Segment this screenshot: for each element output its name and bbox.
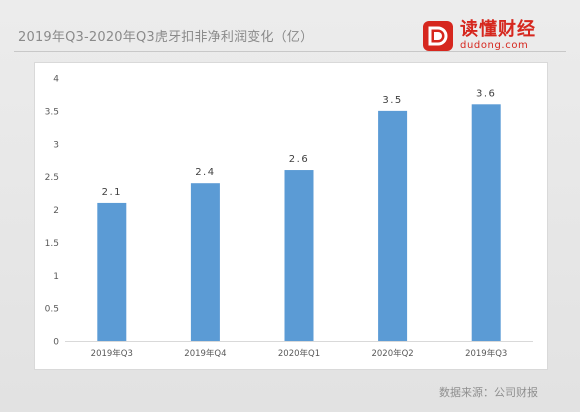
brand-logo-icon [423,21,453,51]
y-tick-label: 1 [53,272,59,282]
x-tick-label: 2020年Q1 [278,348,320,359]
x-tick-label: 2019年Q3 [465,348,507,359]
brand-url: dudong.com [460,40,529,51]
y-tick-label: 1.5 [45,239,59,249]
bar-value-label: 3.5 [382,95,402,106]
bar-value-label: 2.6 [289,154,309,165]
y-tick-label: 0.5 [45,305,59,315]
bar [190,183,220,341]
brand: 读懂财经 dudong.com [422,19,536,53]
y-tick-label: 0 [53,338,59,348]
data-source: 数据来源：公司财报 [439,386,538,399]
title-divider [14,51,566,52]
chart-area: 0 0.5 1 1.5 2 2.5 3 3.5 4 2.1 2019年Q3 2.4 2019年Q4 2.6… [34,62,548,370]
x-tick-label: 2019年Q4 [184,348,226,359]
y-tick-label: 2 [53,206,59,216]
y-tick-label: 2.5 [45,173,59,183]
brand-name: 读懂财经 [460,19,536,40]
bar-value-label: 3.6 [476,88,496,99]
bar [284,170,314,341]
bar [97,202,127,341]
bar [471,104,501,341]
y-tick-label: 3 [53,140,59,150]
chart-title: 2019年Q3-2020年Q3虎牙扣非净利润变化（亿） [18,30,314,45]
bar-value-label: 2.1 [102,187,122,198]
y-tick-label: 4 [53,75,59,85]
x-tick-label: 2020年Q2 [371,348,413,359]
x-tick-label: 2019年Q3 [91,348,133,359]
bar-chart: 0 0.5 1 1.5 2 2.5 3 3.5 4 2.1 2019年Q3 2.4 2019年Q4 2.6… [45,75,533,359]
bar [378,110,408,341]
y-tick-label: 3.5 [45,107,59,117]
bar-value-label: 2.4 [195,167,215,178]
